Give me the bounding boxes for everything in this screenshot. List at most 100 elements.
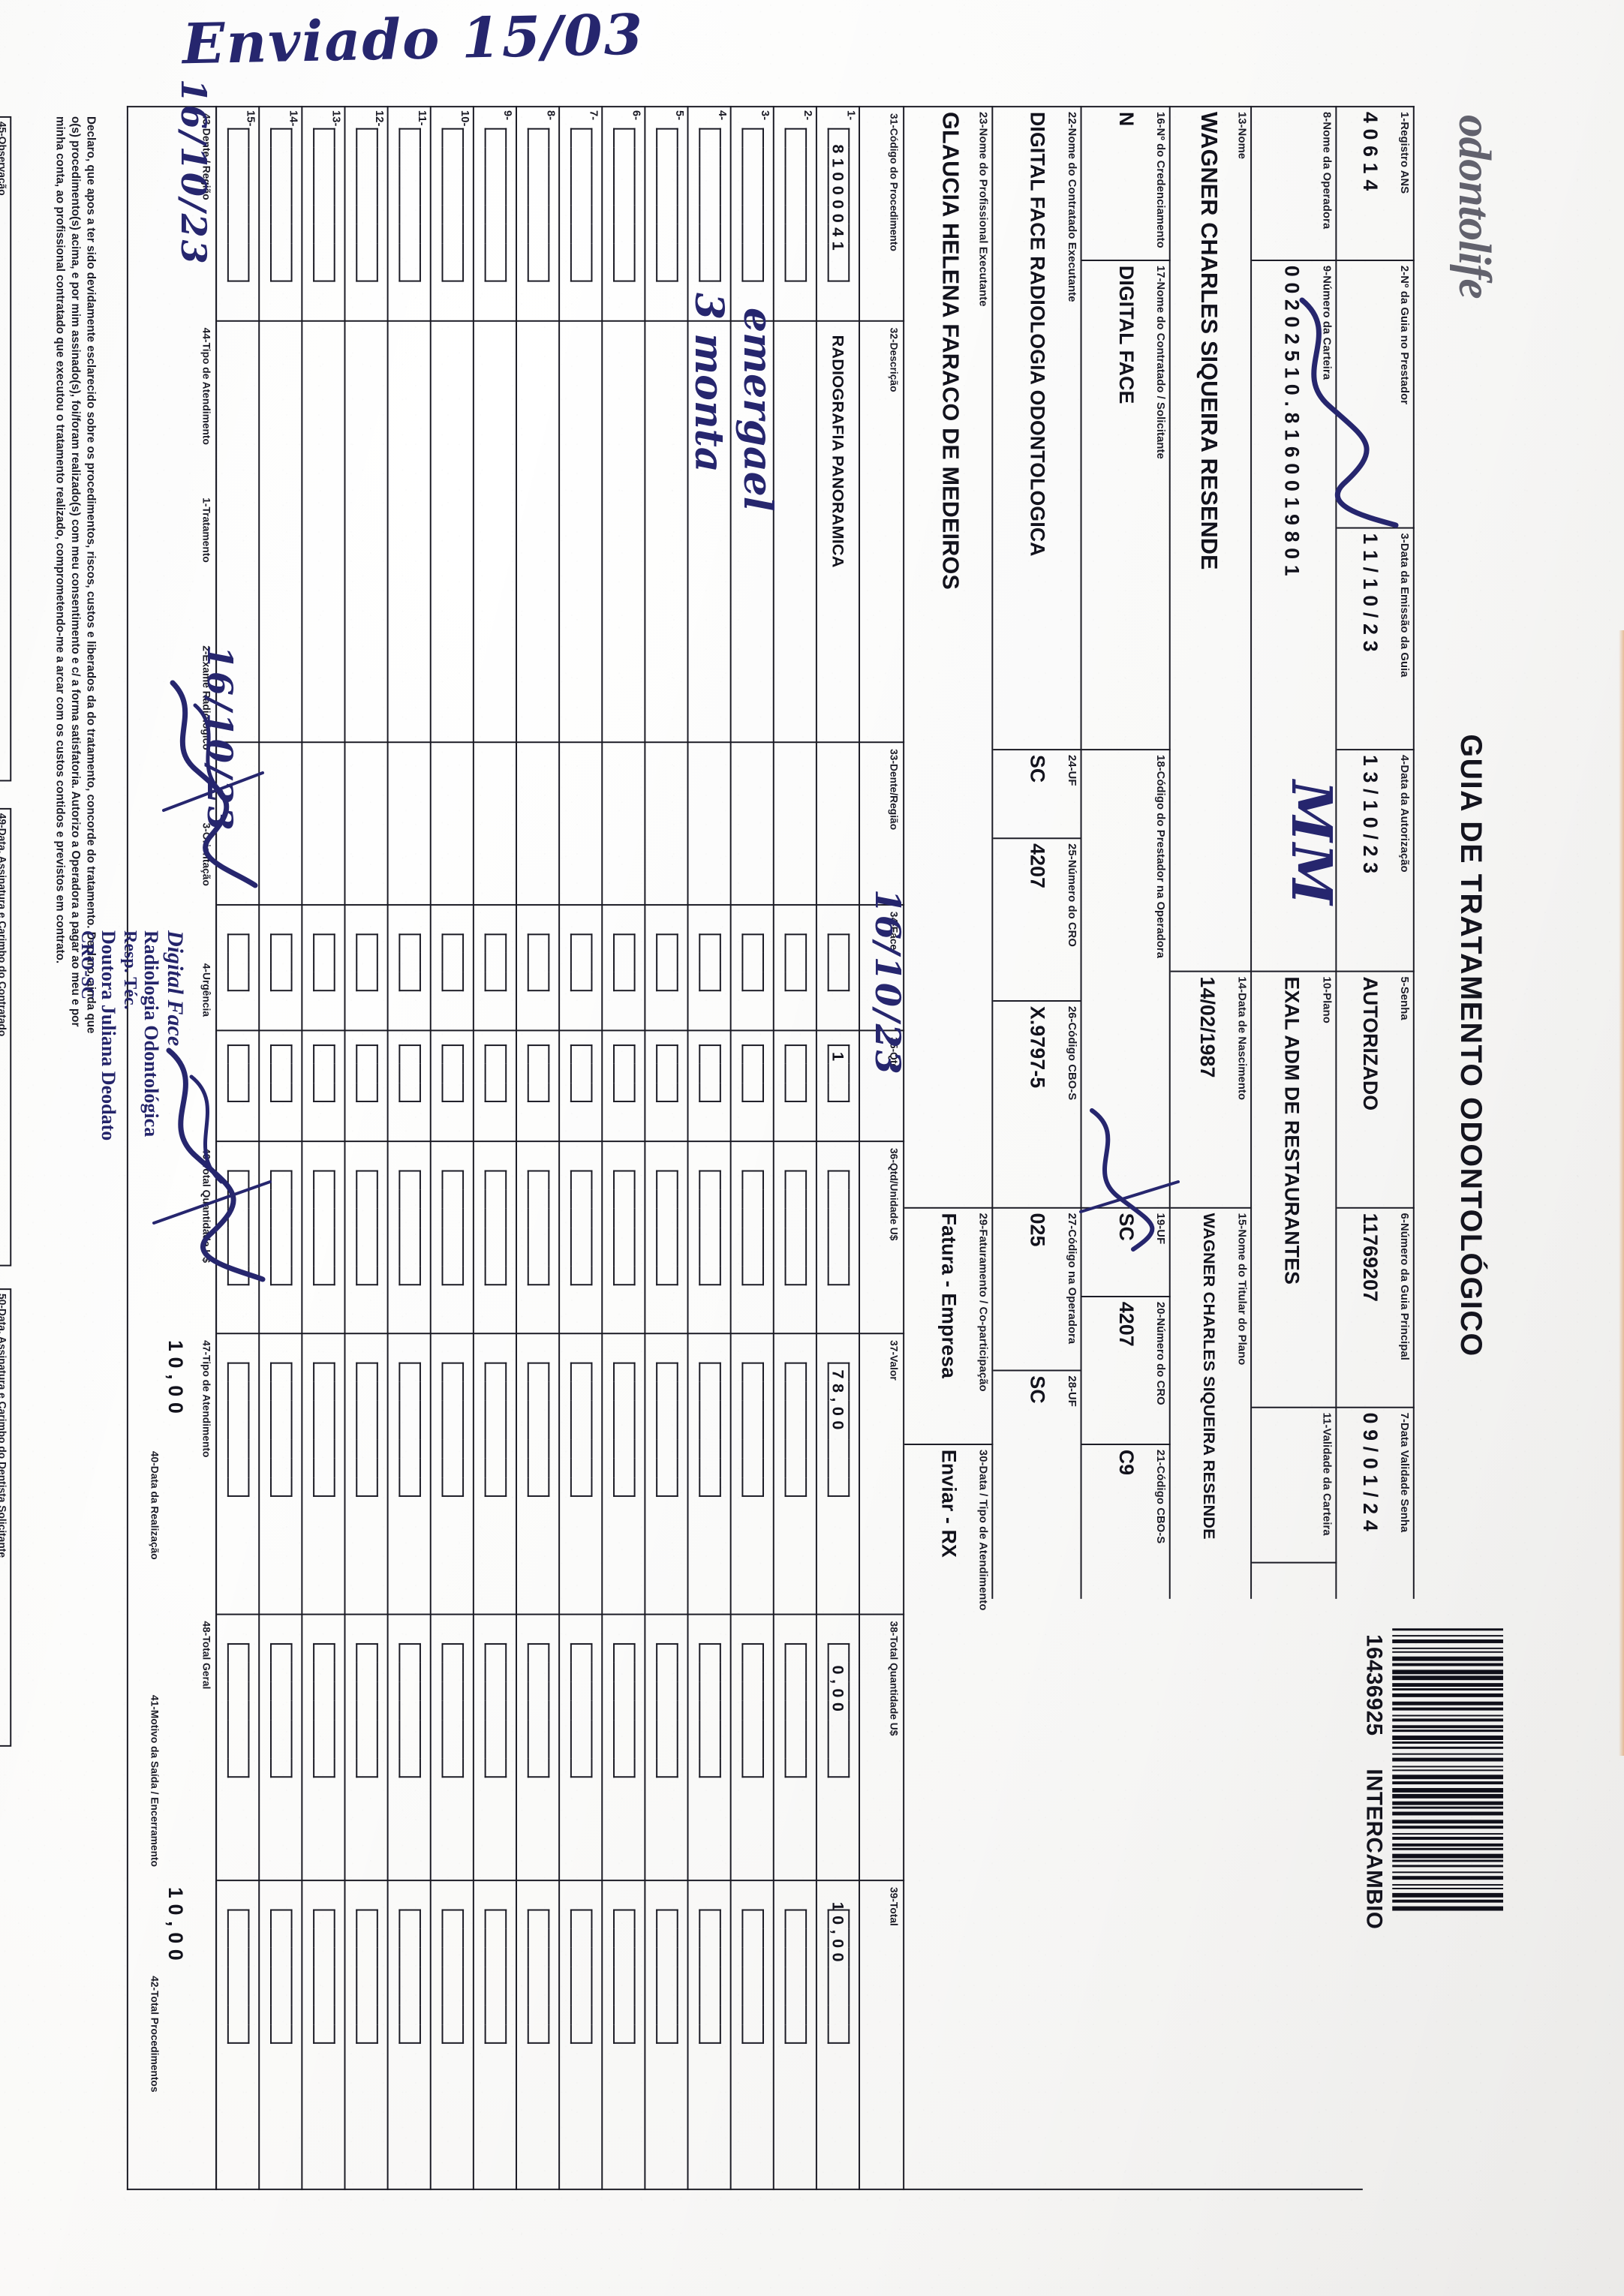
char-cell: [827, 1720, 850, 1739]
char-cell: [484, 224, 507, 244]
char-cell: [784, 1266, 807, 1286]
char-cell: [441, 128, 465, 148]
char-cell: [356, 2024, 378, 2044]
char-cell: [784, 1170, 807, 1190]
field-label-11: 11-Validade da Carteira: [1320, 1412, 1334, 1536]
char-cell: [398, 1909, 421, 1929]
char-cell: [827, 224, 850, 244]
char-cell: [699, 1662, 721, 1682]
char-cell: [441, 185, 465, 206]
char-cell: [699, 224, 721, 244]
char-cell: [441, 933, 465, 953]
char-cell: [398, 1758, 421, 1778]
field-value-15: WAGNER CHARLES SIQUEIRA RESENDE: [1200, 1213, 1219, 1540]
char-cell: [827, 1362, 850, 1382]
char-cell: [269, 1400, 293, 1420]
char-cell: [398, 262, 421, 282]
field-label-10: 10-Plano: [1320, 976, 1334, 1023]
table-row-number: 10-: [459, 110, 471, 127]
char-cell-group: [527, 1170, 550, 1286]
char-cell: [784, 147, 807, 167]
char-cell: [827, 1681, 850, 1701]
char-cell: [441, 1477, 465, 1497]
table-row-divider: [301, 106, 303, 2190]
col-head-34: 34-Face: [888, 911, 901, 951]
char-cell: [313, 1662, 335, 1682]
barcode-number: 16436925: [1361, 1634, 1387, 1736]
char-cell: [356, 1246, 378, 1267]
char-cell: [570, 952, 593, 972]
char-cell: [656, 1458, 678, 1478]
char-cell-group: [313, 1642, 335, 1778]
char-cell: [441, 224, 465, 244]
char-cell-group: [441, 1362, 465, 1497]
char-cell: [527, 1246, 550, 1267]
char-cell: [570, 1662, 593, 1682]
char-cell: [741, 1208, 764, 1228]
char-cell-group: [527, 933, 550, 992]
char-cell: [356, 147, 378, 167]
char-cell-group: [356, 1170, 378, 1286]
char-cell: [656, 1381, 678, 1401]
char-cell: [484, 1439, 507, 1459]
field-value-17: DIGITAL FACE: [1114, 265, 1138, 404]
char-cell: [227, 1909, 250, 1929]
table-col-rule: [217, 320, 905, 322]
char-cell: [356, 185, 378, 206]
char-cell: [269, 1758, 293, 1778]
char-cell: [784, 1439, 807, 1459]
char-cell: [313, 1189, 335, 1209]
char-cell: [441, 1739, 465, 1759]
field-label-6: 6-Número da Guia Principal: [1398, 1213, 1411, 1361]
char-cell: [484, 243, 507, 263]
char-cell: [441, 1063, 465, 1083]
char-cell: [356, 1362, 378, 1382]
char-cell: [827, 166, 850, 186]
char-cell-group: [441, 1909, 465, 2044]
char-cell: [699, 1420, 721, 1440]
char-cell: [656, 2024, 678, 2044]
char-cell: [227, 1420, 250, 1440]
char-cell: [313, 1758, 335, 1778]
char-cell: [741, 1700, 764, 1720]
cell-divider: [993, 1207, 1082, 1209]
char-cell: [313, 185, 335, 206]
field-label-28: 28-UF: [1065, 1375, 1078, 1407]
char-cell: [441, 1985, 465, 2006]
table-row-number: 14-: [287, 110, 300, 127]
char-cell: [827, 1170, 850, 1190]
char-cell: [441, 1439, 465, 1459]
char-cell: [398, 205, 421, 224]
char-cell: [784, 1681, 807, 1701]
char-cell: [699, 1439, 721, 1459]
char-cell-group: [784, 1362, 807, 1497]
field-label-22: 22-Nome do Contratado Executante: [1065, 112, 1078, 302]
char-cell: [656, 1681, 678, 1701]
char-cell: [356, 1909, 378, 1929]
char-cell: [441, 1967, 465, 1986]
char-cell: [784, 2005, 807, 2025]
char-cell-group: [613, 1642, 636, 1778]
col-head-31: 31-Código do Procedimento: [888, 113, 901, 251]
char-cell: [570, 1170, 593, 1190]
char-cell: [441, 1044, 465, 1064]
char-cell-group: [356, 1642, 378, 1778]
cell-divider: [1081, 1444, 1171, 1445]
field-label-45: 45-Observação: [0, 121, 9, 196]
char-cell: [613, 1362, 636, 1382]
char-cell: [613, 1928, 636, 1948]
char-cell: [827, 2005, 850, 2025]
char-cell: [570, 1739, 593, 1759]
char-cell: [398, 1739, 421, 1759]
char-cell: [656, 1758, 678, 1778]
char-cell: [613, 2005, 636, 2025]
char-cell: [741, 128, 764, 148]
char-cell: [570, 1228, 593, 1247]
char-cell: [741, 1720, 764, 1739]
char-cell: [269, 205, 293, 224]
char-cell-group: [269, 1362, 293, 1497]
table-row-divider: [516, 106, 517, 2190]
field-label-49: 49-Data, Assinatura e Carimbo do Contrat…: [0, 813, 9, 1037]
char-cell-group: [484, 128, 507, 282]
